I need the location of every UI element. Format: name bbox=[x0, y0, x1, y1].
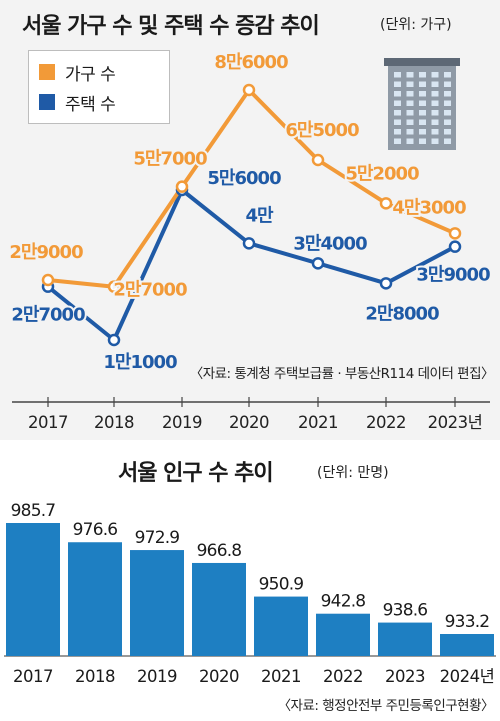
building-window bbox=[431, 129, 439, 135]
building-window bbox=[419, 100, 426, 106]
building-window bbox=[431, 81, 439, 87]
households-point bbox=[242, 83, 256, 97]
building-window bbox=[419, 129, 426, 135]
line-chart-x-tick-label: 2018 bbox=[94, 413, 134, 432]
building-window bbox=[394, 100, 401, 106]
building-window bbox=[431, 72, 439, 78]
legend-item-households: 가구 수 bbox=[39, 61, 116, 85]
building-window bbox=[406, 100, 414, 106]
building-window bbox=[394, 81, 401, 87]
building-window bbox=[444, 81, 451, 87]
line-chart-legend: 가구 수 주택 수 bbox=[28, 50, 170, 124]
housing-data-label: 3만9000 bbox=[416, 265, 490, 286]
building-window bbox=[394, 72, 401, 78]
building-window bbox=[419, 91, 426, 97]
building-window bbox=[444, 110, 451, 116]
bar-chart-source: 〈자료: 행정안전부 주민등록인구현황〉 bbox=[277, 698, 495, 714]
building-window bbox=[394, 91, 401, 97]
housing-data-label: 1만1000 bbox=[103, 352, 177, 373]
line-chart-x-tick-label: 2019 bbox=[162, 413, 202, 432]
bar-chart-title: 서울 인구 수 추이 bbox=[118, 461, 274, 486]
households-point bbox=[448, 227, 462, 240]
building-window bbox=[406, 72, 414, 78]
building-window bbox=[444, 129, 451, 135]
legend-swatch-housing bbox=[39, 94, 55, 110]
building-window bbox=[431, 110, 439, 116]
housing-data-label: 5만6000 bbox=[207, 168, 281, 189]
households-point bbox=[379, 197, 393, 210]
housing-point bbox=[311, 257, 325, 270]
households-data-label: 8만6000 bbox=[214, 52, 288, 73]
building-window bbox=[406, 138, 414, 144]
building-window bbox=[431, 100, 439, 106]
housing-point bbox=[379, 277, 393, 290]
building-window bbox=[431, 91, 439, 97]
building-window bbox=[419, 138, 426, 144]
building-window bbox=[394, 119, 401, 125]
building-window bbox=[394, 138, 401, 144]
households-data-label: 5만7000 bbox=[133, 149, 207, 170]
housing-data-label: 3만4000 bbox=[293, 233, 367, 254]
households-data-label: 2만7000 bbox=[113, 280, 187, 301]
line-chart-x-tick-label: 2021 bbox=[298, 413, 338, 432]
housing-point bbox=[107, 333, 121, 347]
building-window bbox=[419, 119, 426, 125]
line-chart-source: 〈자료: 통계청 주택보급률 · 부동산R114 데이터 편집〉 bbox=[189, 366, 495, 382]
building-window bbox=[406, 91, 414, 97]
building-window bbox=[431, 119, 439, 125]
building-window bbox=[431, 138, 439, 144]
building-window bbox=[406, 129, 414, 135]
legend-label-housing: 주택 수 bbox=[65, 94, 116, 115]
households-data-label: 5만2000 bbox=[345, 163, 419, 184]
building-window bbox=[444, 72, 451, 78]
building-window bbox=[419, 81, 426, 87]
building-window bbox=[406, 119, 414, 125]
building-window bbox=[394, 110, 401, 116]
households-point bbox=[41, 273, 55, 287]
legend-swatch-households bbox=[39, 64, 55, 80]
housing-data-label: 2만7000 bbox=[11, 305, 85, 326]
housing-point bbox=[242, 237, 256, 250]
building-window bbox=[444, 138, 451, 144]
line-chart-x-tick-label: 2017 bbox=[28, 413, 68, 432]
apartment-building-icon bbox=[384, 58, 460, 150]
building-window bbox=[444, 100, 451, 106]
building-window bbox=[394, 129, 401, 135]
line-chart-unit: (단위: 가구) bbox=[380, 17, 452, 33]
bar-chart-unit: (단위: 만명) bbox=[317, 465, 389, 481]
legend-item-housing: 주택 수 bbox=[39, 91, 116, 115]
legend-label-households: 가구 수 bbox=[65, 64, 116, 85]
building-window bbox=[444, 119, 451, 125]
households-point bbox=[311, 153, 325, 167]
line-chart-x-tick-label: 2020 bbox=[229, 413, 269, 432]
households-data-label: 6만5000 bbox=[285, 120, 359, 141]
building-window bbox=[419, 72, 426, 78]
housing-data-label: 4만 bbox=[245, 205, 274, 226]
building-window bbox=[444, 91, 451, 97]
households-data-label: 4만3000 bbox=[392, 197, 466, 218]
line-chart: 2017 2018 2019 2020 2021 2022 2023년 2만9000 2만70… bbox=[7, 50, 493, 432]
housing-data-label: 2만8000 bbox=[365, 303, 439, 324]
households-point bbox=[175, 180, 189, 193]
line-chart-x-tick-label: 2023년 bbox=[428, 413, 483, 432]
building-window bbox=[406, 110, 414, 116]
line-chart-title: 서울 가구 수 및 주택 수 증감 추이 bbox=[22, 14, 320, 39]
households-data-label: 2만9000 bbox=[9, 242, 83, 263]
households-point bbox=[107, 280, 121, 293]
building-window bbox=[406, 81, 414, 87]
housing-point bbox=[448, 240, 462, 253]
building-window bbox=[419, 110, 426, 116]
line-chart-x-tick-label: 2022 bbox=[366, 413, 406, 432]
